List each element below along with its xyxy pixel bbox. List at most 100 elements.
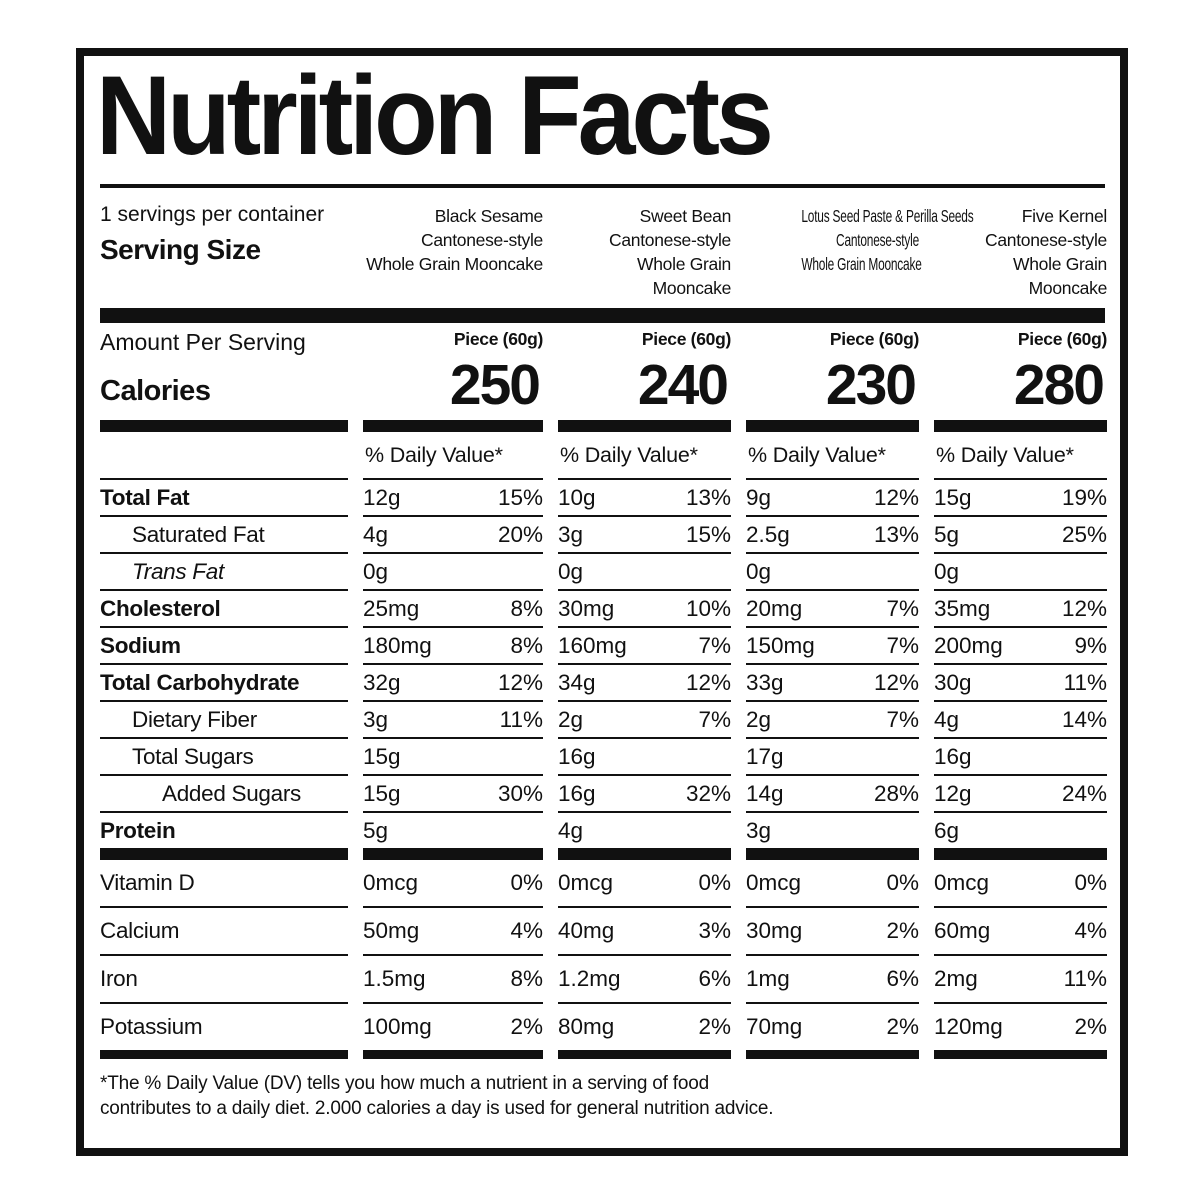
nutrient-values: 32g 12% — [363, 663, 543, 700]
nutrient-amount: 1.2mg — [558, 966, 621, 992]
nutrient-label: Saturated Fat — [100, 515, 348, 552]
divider-bar-segmented-bottom — [100, 1050, 1107, 1060]
nutrient-amount: 40mg — [558, 918, 615, 944]
nutrient-amount: 30mg — [746, 918, 803, 944]
nutrient-label: Total Fat — [100, 478, 348, 515]
nutrient-dv: 32% — [685, 780, 731, 806]
nutrient-amount: 1mg — [746, 966, 790, 992]
nutrient-dv: 12% — [497, 669, 543, 695]
nutrient-amount: 180mg — [363, 632, 432, 658]
divider-bar-segment — [934, 420, 1107, 433]
vitamin-row-potassium: Potassium 100mg 2% 80mg 2% 70mg 2% 120mg 2% — [100, 1002, 1107, 1050]
daily-value-header-spacer — [100, 432, 348, 478]
nutrient-values: 16g — [934, 737, 1107, 774]
divider-bar-segmented — [100, 420, 1107, 433]
nutrient-amount: 32g — [363, 669, 401, 695]
nutrient-values: 2g 7% — [746, 700, 919, 737]
nutrient-row-protein: Protein 5g 4g 3g 6g — [100, 811, 1107, 848]
nutrient-amount: 60mg — [934, 918, 991, 944]
nutrient-values: 12g 15% — [363, 478, 543, 515]
divider-bar-segment — [746, 848, 919, 861]
footnote-line: contributes to a daily diet. 2.000 calor… — [100, 1098, 774, 1120]
product-name-line: Sweet Bean — [639, 206, 732, 227]
nutrient-dv: 4% — [510, 918, 543, 944]
nutrient-values: 70mg 2% — [746, 1002, 919, 1050]
nutrient-values: 1.5mg 8% — [363, 954, 543, 1002]
nutrient-values: 120mg 2% — [934, 1002, 1107, 1050]
product-name-line: Five Kernel — [1021, 206, 1108, 227]
nutrient-dv: 7% — [886, 706, 919, 732]
nutrient-values: 35mg 12% — [934, 589, 1107, 626]
nutrient-dv: 19% — [1061, 484, 1107, 510]
nutrient-values: 100mg 2% — [363, 1002, 543, 1050]
nutrient-dv: 7% — [886, 632, 919, 658]
calories-label: Calories — [100, 375, 211, 408]
nutrient-dv: 15% — [685, 521, 731, 547]
nutrient-values: 3g 11% — [363, 700, 543, 737]
nutrient-label: Calcium — [100, 906, 348, 954]
product-name-line: Lotus Seed Paste & Perilla Seeds — [801, 206, 974, 227]
nutrient-amount: 0mcg — [934, 870, 990, 896]
nutrient-label: Total Sugars — [100, 737, 348, 774]
nutrient-dv: 2% — [886, 918, 919, 944]
divider-bar-segment — [558, 1050, 731, 1060]
nutrient-amount: 2.5g — [746, 521, 790, 547]
nutrient-values: 2g 7% — [558, 700, 731, 737]
nutrient-row-added-sugars: Added Sugars 15g 30% 16g 32% 14g 28% 12g 24% — [100, 774, 1107, 811]
nutrient-values: 3g 15% — [558, 515, 731, 552]
nutrient-dv: 11% — [1063, 966, 1107, 992]
divider-bar-segment — [100, 848, 348, 861]
nutrient-amount: 16g — [558, 743, 596, 769]
calories-row: Calories 250 240 230 280 — [100, 356, 1105, 420]
nutrient-amount: 4g — [934, 706, 960, 732]
nutrient-values: 3g — [746, 811, 919, 848]
nutrient-amount: 3g — [363, 706, 389, 732]
nutrient-values: 5g 25% — [934, 515, 1107, 552]
nutrient-values: 12g 24% — [934, 774, 1107, 811]
nutrient-amount: 0g — [363, 558, 389, 584]
divider-bar-segment — [746, 1050, 919, 1060]
nutrient-dv: 2% — [510, 1014, 543, 1040]
calories-value: 230 — [825, 353, 917, 418]
nutrient-values: 180mg 8% — [363, 626, 543, 663]
product-name-line: Whole Grain Mooncake — [366, 254, 543, 275]
nutrient-dv: 0% — [886, 870, 919, 896]
nutrient-dv: 0% — [510, 870, 543, 896]
product-column-header-black-sesame: Black Sesame Cantonese-style Whole Grain… — [363, 202, 543, 300]
nutrient-amount: 0g — [934, 558, 960, 584]
daily-value-header-row: % Daily Value* % Daily Value* % Daily Va… — [100, 432, 1105, 478]
servings-per-container: 1 servings per container — [100, 203, 325, 227]
nutrient-amount: 35mg — [934, 595, 991, 621]
nutrient-dv: 8% — [510, 632, 543, 658]
nutrient-values: 30g 11% — [934, 663, 1107, 700]
nutrient-row-total-carbohydrate: Total Carbohydrate 32g 12% 34g 12% 33g 12% … — [100, 663, 1107, 700]
nutrient-amount: 15g — [363, 743, 401, 769]
nutrient-label: Added Sugars — [100, 774, 348, 811]
daily-value-header: % Daily Value* — [748, 443, 886, 468]
nutrient-amount: 16g — [934, 743, 972, 769]
nutrient-amount: 4g — [558, 817, 584, 843]
nutrient-label: Cholesterol — [100, 589, 348, 626]
nutrient-dv: 20% — [497, 521, 543, 547]
nutrient-values: 150mg 7% — [746, 626, 919, 663]
serving-piece: Piece (60g) — [453, 329, 543, 350]
calories-value: 240 — [637, 353, 729, 418]
vitamin-row-calcium: Calcium 50mg 4% 40mg 3% 30mg 2% 60mg 4% — [100, 906, 1107, 954]
nutrient-dv: 9% — [1074, 632, 1107, 658]
nutrient-amount: 100mg — [363, 1014, 432, 1040]
divider-bar-segment — [363, 420, 543, 433]
nutrient-values: 16g — [558, 737, 731, 774]
nutrient-label: Potassium — [100, 1002, 348, 1050]
nutrient-dv: 11% — [1063, 669, 1107, 695]
nutrient-values: 2mg 11% — [934, 954, 1107, 1002]
nutrient-amount: 1.5mg — [363, 966, 426, 992]
serving-piece: Piece (60g) — [829, 329, 919, 350]
nutrient-amount: 5g — [934, 521, 960, 547]
nutrient-row-saturated-fat: Saturated Fat 4g 20% 3g 15% 2.5g 13% 5g 25% — [100, 515, 1107, 552]
nutrient-dv: 7% — [698, 632, 731, 658]
nutrient-values: 30mg 10% — [558, 589, 731, 626]
nutrient-amount: 70mg — [746, 1014, 803, 1040]
divider-bar-full — [100, 308, 1105, 324]
nutrient-label: Iron — [100, 954, 348, 1002]
nutrient-amount: 10g — [558, 484, 596, 510]
